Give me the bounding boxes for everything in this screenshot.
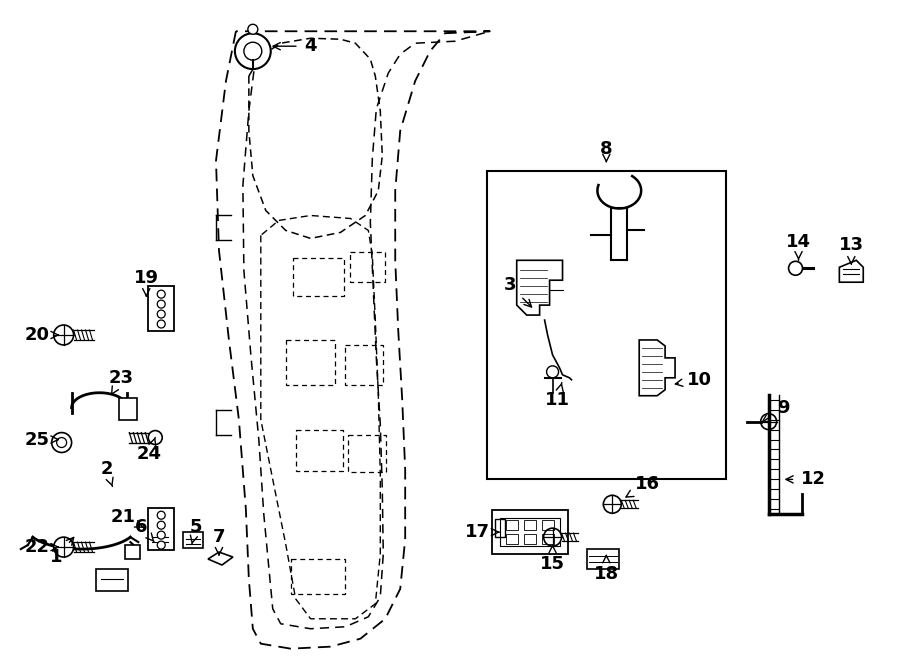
Text: 17: 17 [465, 523, 499, 541]
Circle shape [158, 541, 166, 549]
Bar [542, 520, 554, 530]
Text: 9: 9 [762, 399, 790, 422]
Bar [292, 258, 345, 296]
Circle shape [54, 325, 74, 345]
Text: 15: 15 [540, 545, 565, 573]
Bar [588, 549, 619, 569]
Bar [346, 345, 383, 385]
Bar [148, 286, 175, 331]
Text: 13: 13 [839, 237, 864, 264]
Bar [506, 534, 518, 544]
Circle shape [544, 528, 562, 546]
Bar [348, 434, 386, 473]
Polygon shape [840, 260, 863, 282]
Circle shape [54, 537, 74, 557]
Polygon shape [639, 340, 675, 396]
Circle shape [248, 24, 257, 34]
Circle shape [158, 290, 166, 298]
Text: 22: 22 [24, 538, 58, 556]
Circle shape [788, 261, 803, 275]
Text: 23: 23 [109, 369, 134, 395]
Bar [487, 171, 725, 479]
Circle shape [158, 521, 166, 529]
Bar [542, 534, 554, 544]
Circle shape [158, 531, 166, 539]
Text: 8: 8 [600, 139, 613, 161]
Circle shape [158, 300, 166, 308]
Text: 24: 24 [137, 438, 162, 463]
Bar [524, 534, 536, 544]
Text: 1: 1 [50, 537, 74, 566]
Text: 21: 21 [111, 508, 144, 527]
Bar [285, 340, 336, 385]
Circle shape [57, 438, 67, 447]
Text: 12: 12 [786, 471, 826, 488]
Bar [291, 559, 346, 594]
Bar [148, 508, 175, 550]
Text: 11: 11 [545, 383, 570, 408]
Text: 2: 2 [100, 461, 113, 486]
Text: 3: 3 [503, 276, 532, 307]
Polygon shape [125, 545, 140, 559]
Bar [350, 253, 385, 282]
Text: 14: 14 [786, 233, 811, 260]
Bar [524, 520, 536, 530]
Text: 16: 16 [626, 475, 660, 497]
Circle shape [148, 430, 162, 444]
Text: 7: 7 [212, 528, 225, 555]
Circle shape [158, 310, 166, 318]
Circle shape [51, 432, 72, 453]
Bar [500, 518, 560, 546]
Bar [495, 519, 505, 537]
Bar [149, 529, 171, 547]
Circle shape [235, 33, 271, 69]
Text: 4: 4 [273, 37, 317, 56]
Bar [506, 520, 518, 530]
Text: 6: 6 [135, 518, 154, 541]
Text: 19: 19 [134, 269, 158, 296]
Circle shape [546, 366, 559, 378]
Bar [120, 398, 138, 420]
Circle shape [158, 511, 166, 519]
Circle shape [603, 495, 621, 513]
Polygon shape [208, 552, 233, 565]
Text: 20: 20 [24, 326, 58, 344]
Text: 18: 18 [594, 555, 619, 583]
Circle shape [244, 42, 262, 60]
Bar [96, 569, 129, 591]
Bar [183, 532, 203, 548]
Bar [491, 510, 568, 554]
Circle shape [760, 414, 777, 430]
Polygon shape [517, 260, 562, 315]
Text: 10: 10 [675, 371, 711, 389]
Circle shape [158, 320, 166, 328]
Text: 5: 5 [190, 518, 203, 545]
Bar [296, 430, 344, 471]
Text: 25: 25 [24, 430, 58, 449]
